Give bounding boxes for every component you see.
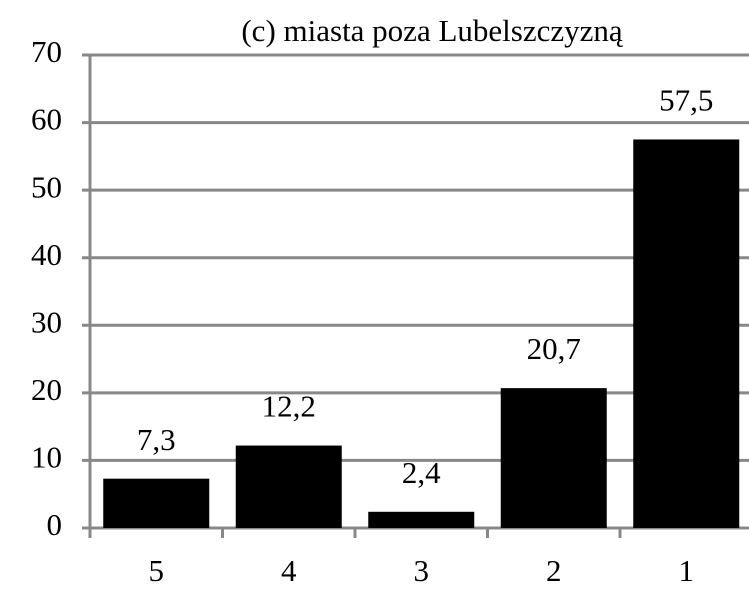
x-tick-label: 2 xyxy=(546,553,562,588)
y-tick-label: 50 xyxy=(31,169,62,204)
bar xyxy=(235,445,342,528)
y-tick-label: 60 xyxy=(31,102,62,137)
y-tick-label: 0 xyxy=(47,507,63,542)
data-label: 7,3 xyxy=(137,422,176,457)
data-label: 57,5 xyxy=(659,83,713,118)
y-tick-label: 40 xyxy=(31,237,62,272)
y-tick-label: 30 xyxy=(31,304,62,339)
y-tick-label: 70 xyxy=(31,34,62,69)
data-label: 2,4 xyxy=(402,455,441,490)
bar xyxy=(103,478,210,528)
x-tick-label: 4 xyxy=(281,553,297,588)
x-tick-label: 3 xyxy=(414,553,430,588)
data-label: 12,2 xyxy=(262,389,316,424)
y-tick-label: 10 xyxy=(31,440,62,475)
x-tick-label: 5 xyxy=(149,553,165,588)
bar xyxy=(368,511,475,528)
data-label: 20,7 xyxy=(527,331,581,366)
chart-title: (c) miasta poza Lubelszczyzną xyxy=(241,13,624,48)
x-tick-label: 1 xyxy=(679,553,695,588)
bar xyxy=(500,388,607,528)
bar xyxy=(633,139,740,528)
y-tick-label: 20 xyxy=(31,372,62,407)
